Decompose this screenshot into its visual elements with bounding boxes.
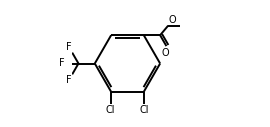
Text: F: F <box>66 42 71 52</box>
Text: F: F <box>66 75 71 85</box>
Text: O: O <box>162 48 170 58</box>
Text: Cl: Cl <box>106 105 115 115</box>
Text: O: O <box>169 15 177 25</box>
Text: F: F <box>59 59 65 68</box>
Text: Cl: Cl <box>140 105 149 115</box>
